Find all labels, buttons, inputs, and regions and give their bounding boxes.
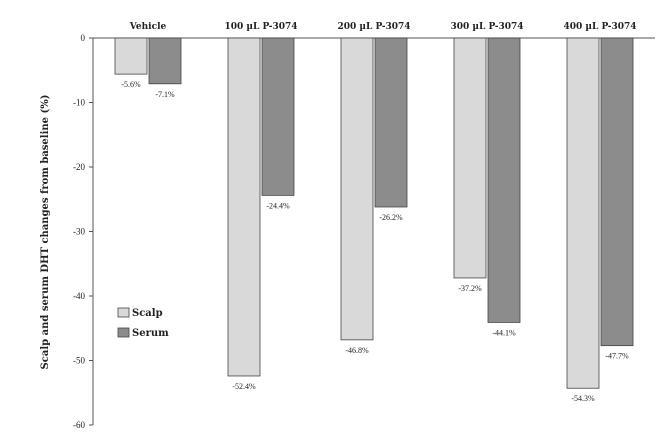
bar-scalp xyxy=(453,37,487,279)
data-labels: -5.6% -7.1% -52.4% -24.4% -46.8% -26.2% -37.2%… xyxy=(121,80,629,403)
y-tick-label: 0 xyxy=(81,33,86,43)
bar-scalp xyxy=(114,37,148,75)
bar-scalp xyxy=(566,37,600,389)
y-tick-label: -20 xyxy=(73,162,85,172)
category-label: 400 µL P-3074 xyxy=(563,22,636,32)
data-label: -52.4% xyxy=(232,382,256,391)
y-tick-label: -50 xyxy=(73,356,85,366)
data-label: -46.8% xyxy=(345,346,369,355)
bar-scalp xyxy=(340,37,374,341)
y-axis: 0 -10 -20 -30 -40 -50 -60 xyxy=(73,33,655,430)
data-label: -44.1% xyxy=(492,328,516,337)
bar-serum xyxy=(261,37,295,196)
bars xyxy=(114,37,634,389)
category-label: 200 µL P-3074 xyxy=(337,22,410,32)
legend: Scalp Serum xyxy=(117,307,169,339)
y-axis-title: Scalp and serum DHT changes from baselin… xyxy=(40,95,51,370)
bar-serum xyxy=(148,37,182,85)
y-tick-label: -30 xyxy=(73,227,85,237)
category-label: 100 µL P-3074 xyxy=(224,22,297,32)
category-label: Vehicle xyxy=(129,22,167,32)
data-label: -7.1% xyxy=(155,90,175,99)
data-label: -24.4% xyxy=(266,201,290,210)
category-label: 300 µL P-3074 xyxy=(450,22,523,32)
bar-scalp xyxy=(227,37,261,377)
legend-swatch-serum xyxy=(117,327,130,338)
data-label: -5.6% xyxy=(121,80,141,89)
legend-swatch-scalp xyxy=(117,307,130,318)
data-label: -26.2% xyxy=(379,213,403,222)
y-tick-label: -60 xyxy=(73,420,85,430)
data-label: -47.7% xyxy=(605,352,629,361)
y-tick-label: -40 xyxy=(73,291,85,301)
data-label: -37.2% xyxy=(458,284,482,293)
bar-serum xyxy=(374,37,408,208)
legend-label-serum: Serum xyxy=(132,328,169,339)
data-label: -54.3% xyxy=(571,394,595,403)
legend-label-scalp: Scalp xyxy=(132,308,163,319)
y-tick-label: -10 xyxy=(73,98,85,108)
bar-serum xyxy=(600,37,634,347)
category-labels: Vehicle 100 µL P-3074 200 µL P-3074 300 µL … xyxy=(129,22,637,32)
bar-serum xyxy=(487,37,521,323)
